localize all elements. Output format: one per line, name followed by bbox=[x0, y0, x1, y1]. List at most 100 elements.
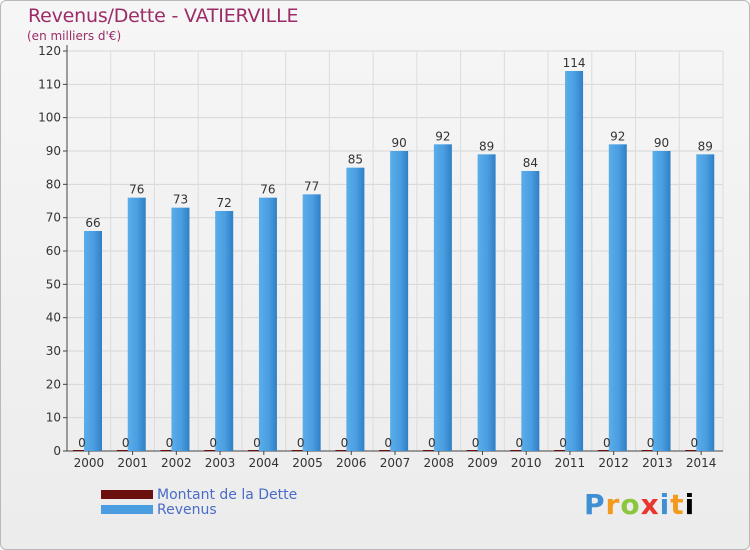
data-label-revenus-2014: 89 bbox=[698, 139, 713, 153]
bar-dette-2000 bbox=[73, 450, 91, 451]
x-tick-label-2004: 2004 bbox=[249, 456, 280, 470]
x-tick-label-2013: 2013 bbox=[642, 456, 673, 470]
legend-label-revenus: Revenus bbox=[157, 501, 217, 518]
data-label-revenus-2012: 92 bbox=[610, 129, 625, 143]
bar-dette-2006 bbox=[335, 450, 354, 451]
bar-revenus-2013 bbox=[652, 151, 671, 451]
x-tick-label-2005: 2005 bbox=[292, 456, 323, 470]
data-label-revenus-2010: 84 bbox=[523, 156, 538, 170]
data-label-dette-2013: 0 bbox=[647, 436, 655, 450]
bar-dette-2003 bbox=[204, 450, 223, 451]
y-tick-label: 90 bbox=[46, 144, 61, 158]
chart-subtitle: (en milliers d'€) bbox=[27, 29, 122, 43]
y-tick-label: 40 bbox=[46, 311, 61, 325]
x-tick-label-2006: 2006 bbox=[336, 456, 367, 470]
data-label-dette-2001: 0 bbox=[122, 436, 130, 450]
data-label-revenus-2008: 92 bbox=[435, 129, 450, 143]
bar-dette-2008 bbox=[422, 450, 441, 451]
x-tick-label-2011: 2011 bbox=[555, 456, 586, 470]
bar-revenus-2005 bbox=[302, 194, 321, 452]
y-tick-label: 120 bbox=[38, 44, 61, 58]
y-tick-label: 80 bbox=[46, 177, 61, 191]
data-label-dette-2008: 0 bbox=[428, 436, 436, 450]
legend-swatch-dette bbox=[101, 490, 153, 499]
data-label-dette-2002: 0 bbox=[166, 436, 174, 450]
data-label-revenus-2005: 77 bbox=[304, 179, 319, 193]
data-label-revenus-2001: 76 bbox=[129, 183, 144, 197]
data-label-dette-2006: 0 bbox=[341, 436, 349, 450]
y-tick-label: 30 bbox=[46, 344, 61, 358]
x-tick-label-2009: 2009 bbox=[467, 456, 498, 470]
x-tick-label-2010: 2010 bbox=[511, 456, 542, 470]
x-tick-label-2000: 2000 bbox=[74, 456, 105, 470]
y-tick-label: 70 bbox=[46, 211, 61, 225]
data-label-revenus-2003: 72 bbox=[217, 196, 232, 210]
bar-revenus-2014 bbox=[696, 154, 715, 452]
legend-item-revenus: Revenus bbox=[101, 501, 297, 518]
bar-revenus-2008 bbox=[433, 144, 452, 452]
data-label-dette-2009: 0 bbox=[472, 436, 480, 450]
y-tick-label: 50 bbox=[46, 277, 61, 291]
bar-revenus-2003 bbox=[215, 211, 234, 451]
bar-revenus-2004 bbox=[258, 197, 277, 451]
data-label-revenus-2007: 90 bbox=[391, 136, 406, 150]
y-tick-label: 10 bbox=[46, 411, 61, 425]
data-label-dette-2004: 0 bbox=[253, 436, 261, 450]
bar-dette-2002 bbox=[160, 450, 179, 451]
x-tick-label-2007: 2007 bbox=[380, 456, 411, 470]
bar-dette-2001 bbox=[116, 450, 135, 451]
data-label-revenus-2006: 85 bbox=[348, 153, 363, 167]
bar-dette-2007 bbox=[379, 450, 398, 451]
bar-revenus-2002 bbox=[171, 207, 190, 451]
bar-dette-2005 bbox=[291, 450, 310, 451]
data-label-revenus-2013: 90 bbox=[654, 136, 669, 150]
legend-swatch-revenus bbox=[101, 505, 153, 514]
y-tick-label: 0 bbox=[53, 444, 61, 458]
data-label-revenus-2002: 73 bbox=[173, 193, 188, 207]
proxiti-logo: Proxiti bbox=[584, 488, 696, 521]
bar-revenus-2007 bbox=[390, 151, 409, 451]
x-tick-label-2014: 2014 bbox=[686, 456, 717, 470]
data-label-revenus-2009: 89 bbox=[479, 139, 494, 153]
bar-dette-2013 bbox=[641, 450, 660, 451]
bar-dette-2011 bbox=[554, 450, 573, 451]
data-label-dette-2000: 0 bbox=[78, 436, 86, 450]
chart-title: Revenus/Dette - VATIERVILLE bbox=[28, 5, 299, 27]
bar-dette-2009 bbox=[466, 450, 485, 451]
y-tick-label: 20 bbox=[46, 377, 61, 391]
bar-revenus-2001 bbox=[127, 197, 146, 451]
legend-item-dette: Montant de la Dette bbox=[101, 486, 298, 503]
data-label-dette-2012: 0 bbox=[603, 436, 611, 450]
bar-revenus-2000 bbox=[84, 231, 102, 451]
data-label-revenus-2000: 66 bbox=[85, 216, 100, 230]
axis-layer: 0 10 20 30 40 50 60 70 80 90 100 110 120 2000 2001 2002… bbox=[38, 44, 723, 470]
bar-dette-2010 bbox=[510, 450, 529, 451]
x-tick-label-2003: 2003 bbox=[205, 456, 236, 470]
data-label-dette-2014: 0 bbox=[690, 436, 698, 450]
bar-revenus-2009 bbox=[477, 154, 496, 452]
bar-revenus-2011 bbox=[565, 71, 584, 451]
x-tick-label-2002: 2002 bbox=[161, 456, 192, 470]
data-label-dette-2003: 0 bbox=[209, 436, 217, 450]
data-label-revenus-2011: 114 bbox=[563, 56, 586, 70]
data-label-dette-2007: 0 bbox=[384, 436, 392, 450]
legend: Montant de la Dette Revenus bbox=[101, 486, 298, 518]
x-tick-label-2012: 2012 bbox=[598, 456, 629, 470]
bar-layer bbox=[73, 71, 715, 452]
data-label-dette-2010: 0 bbox=[516, 436, 524, 450]
bar-revenus-2006 bbox=[346, 167, 365, 451]
bar-revenus-2012 bbox=[608, 144, 627, 452]
bar-dette-2004 bbox=[247, 450, 266, 451]
legend-label-dette: Montant de la Dette bbox=[157, 486, 298, 503]
bar-dette-2012 bbox=[597, 450, 616, 451]
x-tick-label-2001: 2001 bbox=[117, 456, 148, 470]
label-layer: 0 66 0 76 0 73 0 72 0 76 0 77 0 85 0 90 0 92 0 89 0 84 0 114 0 92… bbox=[78, 56, 713, 450]
bar-revenus-2010 bbox=[521, 171, 540, 451]
y-tick-label: 110 bbox=[38, 77, 61, 91]
bar-dette-2014 bbox=[685, 450, 704, 451]
x-tick-label-2008: 2008 bbox=[423, 456, 454, 470]
y-tick-label: 100 bbox=[38, 111, 61, 125]
data-label-revenus-2004: 76 bbox=[260, 183, 275, 197]
